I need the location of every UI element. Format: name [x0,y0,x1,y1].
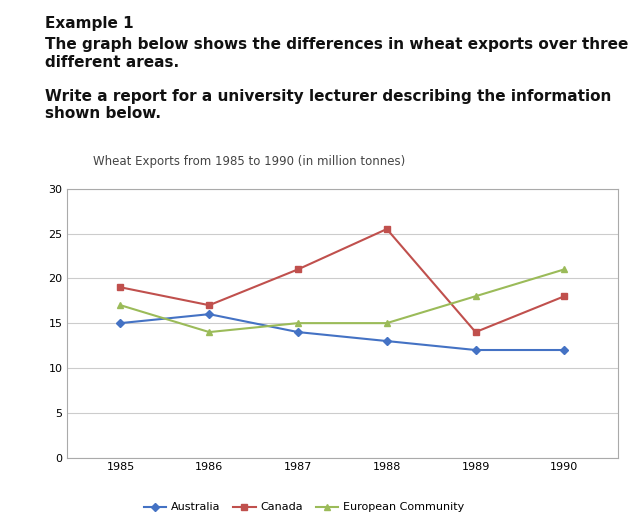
Text: Write a report for a university lecturer describing the information
shown below.: Write a report for a university lecturer… [45,89,611,121]
European Community [472,293,479,299]
Australia [294,329,302,335]
Text: The graph below shows the differences in wheat exports over three
different area: The graph below shows the differences in… [45,37,628,70]
Line: Australia: Australia [117,311,568,353]
Australia [116,320,124,326]
Australia [383,338,390,344]
Line: European Community: European Community [117,266,568,336]
Text: Example 1: Example 1 [45,16,133,31]
European Community [116,302,124,308]
Legend: Australia, Canada, European Community: Australia, Canada, European Community [140,498,468,517]
Australia [561,347,568,353]
European Community [294,320,302,326]
Australia [205,311,213,317]
Australia [472,347,479,353]
Canada [294,266,302,272]
Canada [472,329,479,335]
Canada [205,302,213,308]
Text: Wheat Exports from 1985 to 1990 (in million tonnes): Wheat Exports from 1985 to 1990 (in mill… [93,155,405,168]
European Community [561,266,568,272]
Line: Canada: Canada [117,226,568,335]
European Community [383,320,390,326]
Canada [383,226,390,232]
Canada [116,284,124,291]
Canada [561,293,568,299]
European Community [205,329,213,335]
